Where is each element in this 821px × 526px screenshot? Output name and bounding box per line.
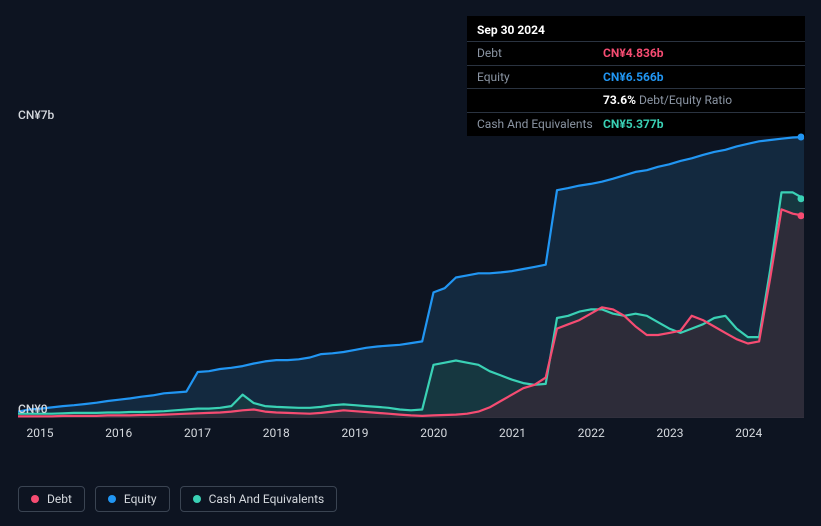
info-row-value: 73.6% Debt/Equity Ratio [603,92,732,109]
x-tick: 2022 [578,426,605,440]
x-tick: 2017 [184,426,211,440]
info-row: EquityCN¥6.566b [467,65,805,89]
panel-title: Sep 30 2024 [467,16,805,41]
info-row: DebtCN¥4.836b [467,41,805,65]
legend-item-debt[interactable]: Debt [18,486,85,512]
y-axis-top-label: CN¥7b [18,108,54,122]
info-panel: Sep 30 2024 DebtCN¥4.836bEquityCN¥6.566b… [467,16,805,136]
legend-dot-icon [193,495,201,503]
legend-item-equity[interactable]: Equity [95,486,170,512]
info-row-label: Equity [477,69,603,86]
x-tick: 2023 [657,426,684,440]
x-tick: 2021 [499,426,526,440]
legend: Debt Equity Cash And Equivalents [18,486,337,512]
legend-dot-icon [31,495,39,503]
legend-item-cash-and-equivalents[interactable]: Cash And Equivalents [180,486,338,512]
chart-area: CN¥7b CN¥0 20152016201720182019202020212… [18,120,804,418]
x-tick: 2019 [342,426,369,440]
info-row-value: CN¥6.566b [603,69,664,86]
info-row-value: CN¥4.836b [603,45,664,62]
info-row: 73.6% Debt/Equity Ratio [467,88,805,112]
legend-dot-icon [108,495,116,503]
x-tick: 2018 [263,426,290,440]
x-tick: 2020 [420,426,447,440]
legend-label: Debt [47,492,72,506]
info-row-label: Debt [477,45,603,62]
x-tick: 2016 [105,426,132,440]
y-axis-bottom-label: CN¥0 [18,402,48,416]
chart-svg [18,120,804,418]
x-tick: 2024 [735,426,762,440]
legend-label: Equity [124,492,157,506]
legend-label: Cash And Equivalents [209,492,325,506]
info-row-suffix: Debt/Equity Ratio [636,93,732,107]
info-row-label [477,92,603,109]
x-tick: 2015 [27,426,54,440]
